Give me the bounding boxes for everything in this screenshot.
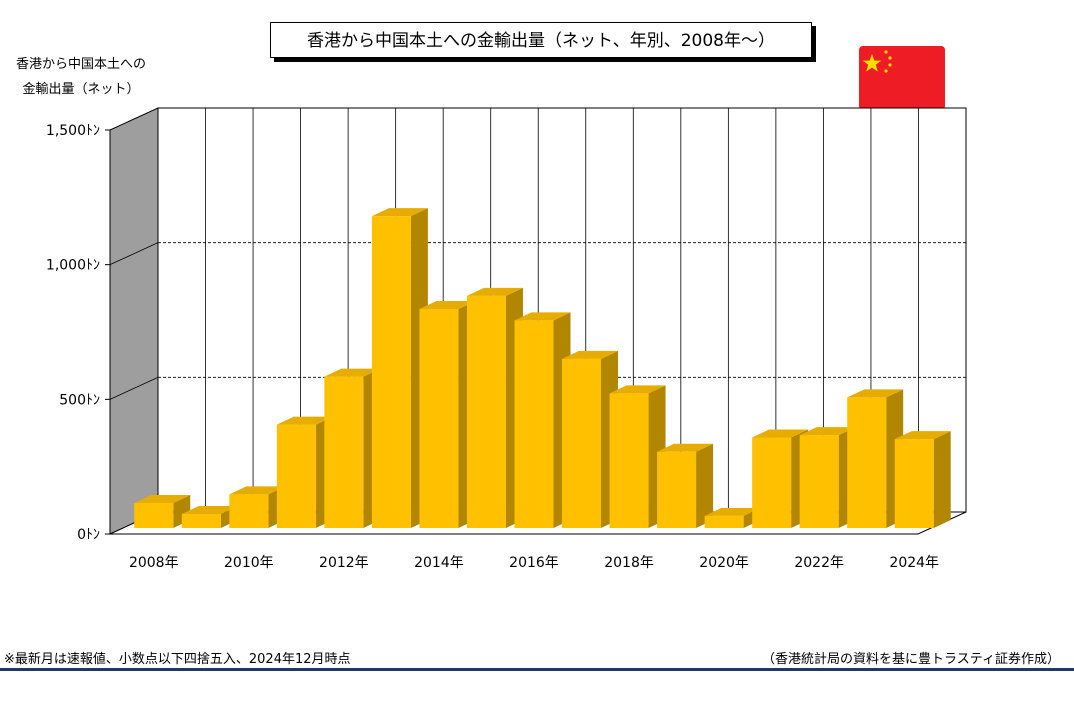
y-axis-label: 香港から中国本土への 金輸出量（ネット） <box>6 52 156 102</box>
bottom-rule <box>0 668 1074 671</box>
x-tick-label: 2020年 <box>699 555 749 571</box>
bar-top <box>799 427 856 436</box>
bar <box>514 320 554 528</box>
y-axis-label-line1: 香港から中国本土への <box>15 57 146 72</box>
chart-title: 香港から中国本土への金輸出量（ネット、年別、2008年～） <box>270 22 812 58</box>
bar-top <box>514 312 571 321</box>
x-tick-label: 2018年 <box>604 555 654 571</box>
bar-top <box>371 208 428 217</box>
bar <box>704 515 744 528</box>
y-tick-label: 0ﾄﾝ <box>77 527 100 543</box>
bar <box>276 424 316 528</box>
wall-gridline <box>109 376 159 400</box>
bar-group <box>894 431 951 528</box>
x-tick-label: 2014年 <box>414 555 464 571</box>
bar <box>799 435 839 528</box>
bar-group <box>847 389 904 528</box>
x-tick-label: 2016年 <box>509 555 559 571</box>
y-tick-label: 500ﾄﾝ <box>59 392 100 408</box>
bar-top <box>847 389 904 398</box>
bar-top <box>466 287 523 296</box>
bar <box>324 376 364 528</box>
y-axis-label-line2: 金輸出量（ネット） <box>22 82 140 97</box>
x-tick-label: 2010年 <box>224 555 274 571</box>
x-tick-label: 2012年 <box>319 555 369 571</box>
bar-top <box>704 507 761 516</box>
bar-top <box>562 350 619 359</box>
source-note: （香港統計局の資料を基に豊トラスティ証券作成） <box>762 652 1060 667</box>
y-tick-label: 1,500ﾄﾝ <box>46 123 100 139</box>
bar-top <box>609 385 666 394</box>
bar-group <box>657 443 714 528</box>
bar <box>657 451 697 528</box>
chart-plot: 0ﾄﾝ 500ﾄﾝ 1,000ﾄﾝ 1,500ﾄﾝ 2008年 2010年 2012年 201… <box>46 107 967 571</box>
bar-group <box>134 494 191 528</box>
bar-side <box>933 431 951 528</box>
bar-top <box>657 443 714 452</box>
bar-top <box>181 505 238 514</box>
bar-top <box>134 494 191 503</box>
wall-gridline <box>109 242 159 266</box>
bar <box>609 393 649 528</box>
left-wall <box>109 107 159 535</box>
bar <box>419 309 459 528</box>
bar <box>466 295 506 528</box>
bar <box>371 216 411 528</box>
china-flag-icon <box>859 46 945 110</box>
bar <box>894 439 934 528</box>
bar-top <box>419 301 476 310</box>
bar-top <box>752 429 809 438</box>
bar-top <box>276 416 333 425</box>
x-tick-label: 2008年 <box>129 555 179 571</box>
bar <box>134 502 174 528</box>
bar-top <box>894 431 951 440</box>
bar <box>847 397 887 528</box>
bar <box>181 513 221 528</box>
bar-side <box>696 443 714 528</box>
bar-top <box>324 368 381 377</box>
bar <box>562 358 602 528</box>
x-tick-label: 2024年 <box>889 555 939 571</box>
footnote: ※最新月は速報値、小数点以下四捨五入、2024年12月時点 <box>4 652 351 667</box>
bar <box>229 494 269 528</box>
bar <box>752 437 792 528</box>
bar-top <box>229 486 286 495</box>
x-tick-label: 2022年 <box>794 555 844 571</box>
y-tick-label: 1,000ﾄﾝ <box>46 258 100 274</box>
